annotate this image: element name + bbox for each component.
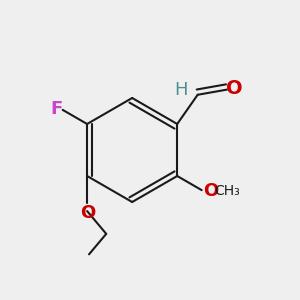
Text: O: O	[226, 79, 243, 98]
Text: CH₃: CH₃	[214, 184, 240, 198]
Text: O: O	[80, 204, 96, 222]
Text: O: O	[203, 182, 218, 200]
Text: F: F	[50, 100, 62, 118]
Text: H: H	[175, 81, 188, 99]
